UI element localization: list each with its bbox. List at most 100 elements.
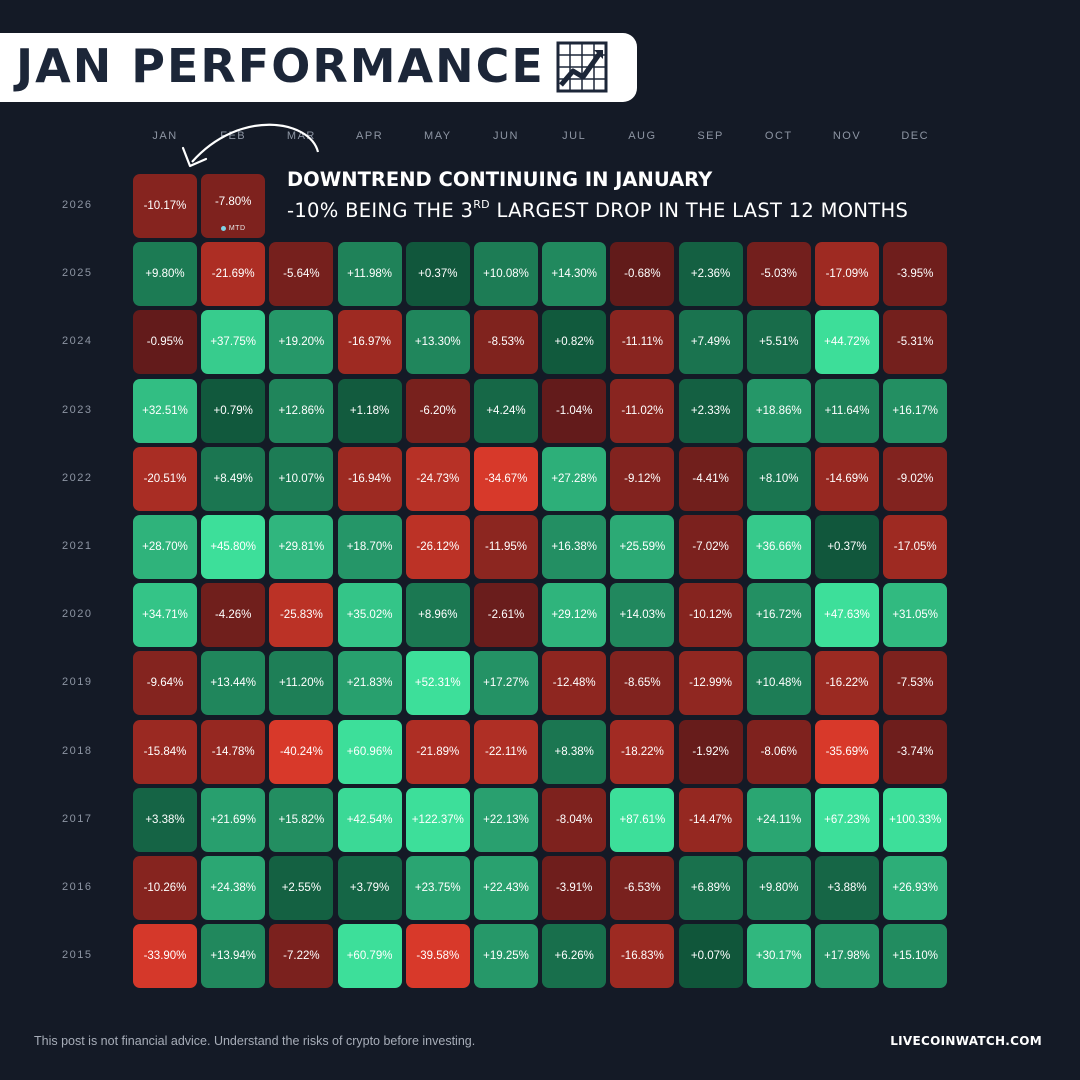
year-label-2016: 2016 xyxy=(62,881,93,893)
cell-value-label: -8.65% xyxy=(624,677,661,690)
heatmap-cell-2018-dec: -3.74% xyxy=(883,719,948,784)
heatmap-cell-2015-jan: -33.90% xyxy=(133,924,197,989)
cell-value-label: +2.55% xyxy=(281,882,322,894)
heatmap-cell-2020-may: +8.96% xyxy=(405,583,470,648)
heatmap-cell-2021-feb: +45.80% xyxy=(201,515,266,579)
cell-value-label: +12.86% xyxy=(278,404,325,417)
cell-value-label: +17.27% xyxy=(483,677,529,690)
heatmap-cell-2022-aug: -9.12% xyxy=(610,446,675,511)
heatmap-cell-2017-sep: -14.47% xyxy=(678,787,743,852)
heatmap-cell-2015-mar: -7.22% xyxy=(269,924,334,989)
heatmap-cell-2018-aug: -18.22% xyxy=(610,719,675,784)
heatmap-cell-2016-oct: +9.80% xyxy=(746,856,811,920)
month-label-sep: SEP xyxy=(697,130,724,142)
heatmap-cell-2019-jun: +17.27% xyxy=(474,651,538,716)
heatmap-cell-2017-jun: +22.13% xyxy=(474,787,538,852)
cell-value-label: +3.88% xyxy=(827,882,867,894)
brand-logo-text: LIVECOINWATCH.COM xyxy=(890,1034,1042,1048)
heatmap-cell-2015-dec: +15.10% xyxy=(883,924,948,989)
cell-value-label: -16.94% xyxy=(348,472,392,485)
heatmap-cell-2015-aug: -16.83% xyxy=(610,924,675,989)
year-label-2018: 2018 xyxy=(62,744,93,757)
cell-value-label: -17.09% xyxy=(825,268,869,281)
cell-value-label: +37.75% xyxy=(210,336,257,349)
heatmap-cell-2021-sep: -7.02% xyxy=(678,515,743,579)
heatmap-cell-2021-apr: +18.70% xyxy=(337,515,402,579)
month-label-dec: DEC xyxy=(901,130,930,142)
heatmap-cell-2025-sep: +2.36% xyxy=(678,242,743,307)
cell-value-label: +7.49% xyxy=(690,336,731,349)
cell-value-label: -14.78% xyxy=(211,745,255,758)
heatmap-cell-2021-jan: +28.70% xyxy=(133,515,197,579)
heatmap-cell-2023-jan: +32.51% xyxy=(133,378,197,443)
cell-value-label: -0.68% xyxy=(624,268,661,281)
cell-value-label: +87.61% xyxy=(619,813,666,826)
cell-value-label: +8.38% xyxy=(554,745,594,758)
cell-value-label: +13.94% xyxy=(210,950,257,963)
cell-value-label: +11.98% xyxy=(347,268,393,281)
heatmap-cell-2015-oct: +30.17% xyxy=(746,924,811,989)
cell-value-label: +13.44% xyxy=(210,677,257,690)
cell-value-label: -5.03% xyxy=(760,268,798,281)
month-label-feb: FEB xyxy=(220,130,247,142)
heatmap-cell-2021-aug: +25.59% xyxy=(610,515,675,579)
cell-value-label: +15.82% xyxy=(278,813,325,826)
heatmap-cell-2022-oct: +8.10% xyxy=(746,446,811,511)
heatmap-cell-2017-dec: +100.33% xyxy=(883,787,948,852)
title-banner: JAN PERFORMANCE xyxy=(0,33,637,102)
cell-value-label: +100.33% xyxy=(889,813,942,826)
heatmap-cell-2016-sep: +6.89% xyxy=(678,856,743,920)
cell-value-label: -22.11% xyxy=(485,745,527,758)
heatmap-cell-2024-apr: -16.97% xyxy=(337,310,402,375)
cell-value-label: +28.70% xyxy=(142,541,188,553)
cell-value-label: +25.59% xyxy=(619,541,666,553)
cell-value-label: -11.11% xyxy=(621,336,663,349)
heatmap-cell-2019-oct: +10.48% xyxy=(746,651,811,716)
heatmap-cell-2017-jan: +3.38% xyxy=(133,787,197,852)
cell-value-label: +0.07% xyxy=(690,950,731,963)
cell-value-label: +1.18% xyxy=(349,404,390,417)
heatmap-cell-2016-feb: +24.38% xyxy=(201,856,266,920)
heatmap-cell-2024-aug: -11.11% xyxy=(610,310,675,375)
heatmap-cell-2023-may: -6.20% xyxy=(405,378,470,443)
heatmap-cell-2015-nov: +17.98% xyxy=(815,924,879,989)
cell-value-label: -39.58% xyxy=(416,950,460,963)
cell-value-label: -7.80% xyxy=(214,196,252,208)
cell-value-label: +21.69% xyxy=(210,813,257,826)
heatmap-cell-2020-sep: -10.12% xyxy=(678,583,743,648)
year-label-2023: 2023 xyxy=(62,403,93,416)
heatmap-cell-2024-may: +13.30% xyxy=(405,310,470,375)
cell-value-label: +3.38% xyxy=(145,813,185,826)
annotation-sub-prefix: -10% BEING THE 3 xyxy=(287,199,474,222)
cell-value-label: -10.26% xyxy=(143,882,187,894)
cell-value-label: -9.64% xyxy=(146,677,184,690)
cell-value-label: +60.96% xyxy=(346,745,393,758)
cell-value-label: +10.07% xyxy=(278,472,325,485)
heatmap-cell-2016-dec: +26.93% xyxy=(883,856,948,920)
heatmap-cell-2022-sep: -4.41% xyxy=(678,446,743,511)
heatmap-cell-2018-jan: -15.84% xyxy=(133,719,197,784)
heatmap-cell-2021-nov: +0.37% xyxy=(815,515,879,579)
cell-value-label: +3.79% xyxy=(349,882,390,894)
cell-value-label: -14.69% xyxy=(825,472,869,485)
cell-value-label: +19.20% xyxy=(278,336,325,349)
cell-value-label: +18.86% xyxy=(755,404,802,417)
year-label-2020: 2020 xyxy=(62,608,93,621)
heatmap-cell-2019-mar: +11.20% xyxy=(269,651,334,716)
year-label-2024: 2024 xyxy=(62,335,93,348)
cell-value-label: -16.97% xyxy=(348,336,392,349)
cell-value-label: -3.95% xyxy=(896,268,934,281)
cell-value-label: +2.33% xyxy=(690,404,731,417)
cell-value-label: +24.38% xyxy=(210,882,257,894)
cell-value-label: -5.31% xyxy=(896,336,934,349)
month-label-apr: APR xyxy=(356,130,384,142)
heatmap-cell-2022-apr: -16.94% xyxy=(337,446,402,511)
cell-value-label: -1.92% xyxy=(692,745,729,758)
cell-value-label: -6.53% xyxy=(624,882,661,894)
heatmap-cell-2015-jun: +19.25% xyxy=(474,924,538,989)
heatmap-cell-2016-nov: +3.88% xyxy=(815,856,879,920)
cell-value-label: -8.06% xyxy=(760,745,798,758)
cell-value-label: +27.28% xyxy=(551,472,598,485)
heatmap-cell-2016-aug: -6.53% xyxy=(610,856,675,920)
heatmap-cell-2020-apr: +35.02% xyxy=(337,583,402,648)
